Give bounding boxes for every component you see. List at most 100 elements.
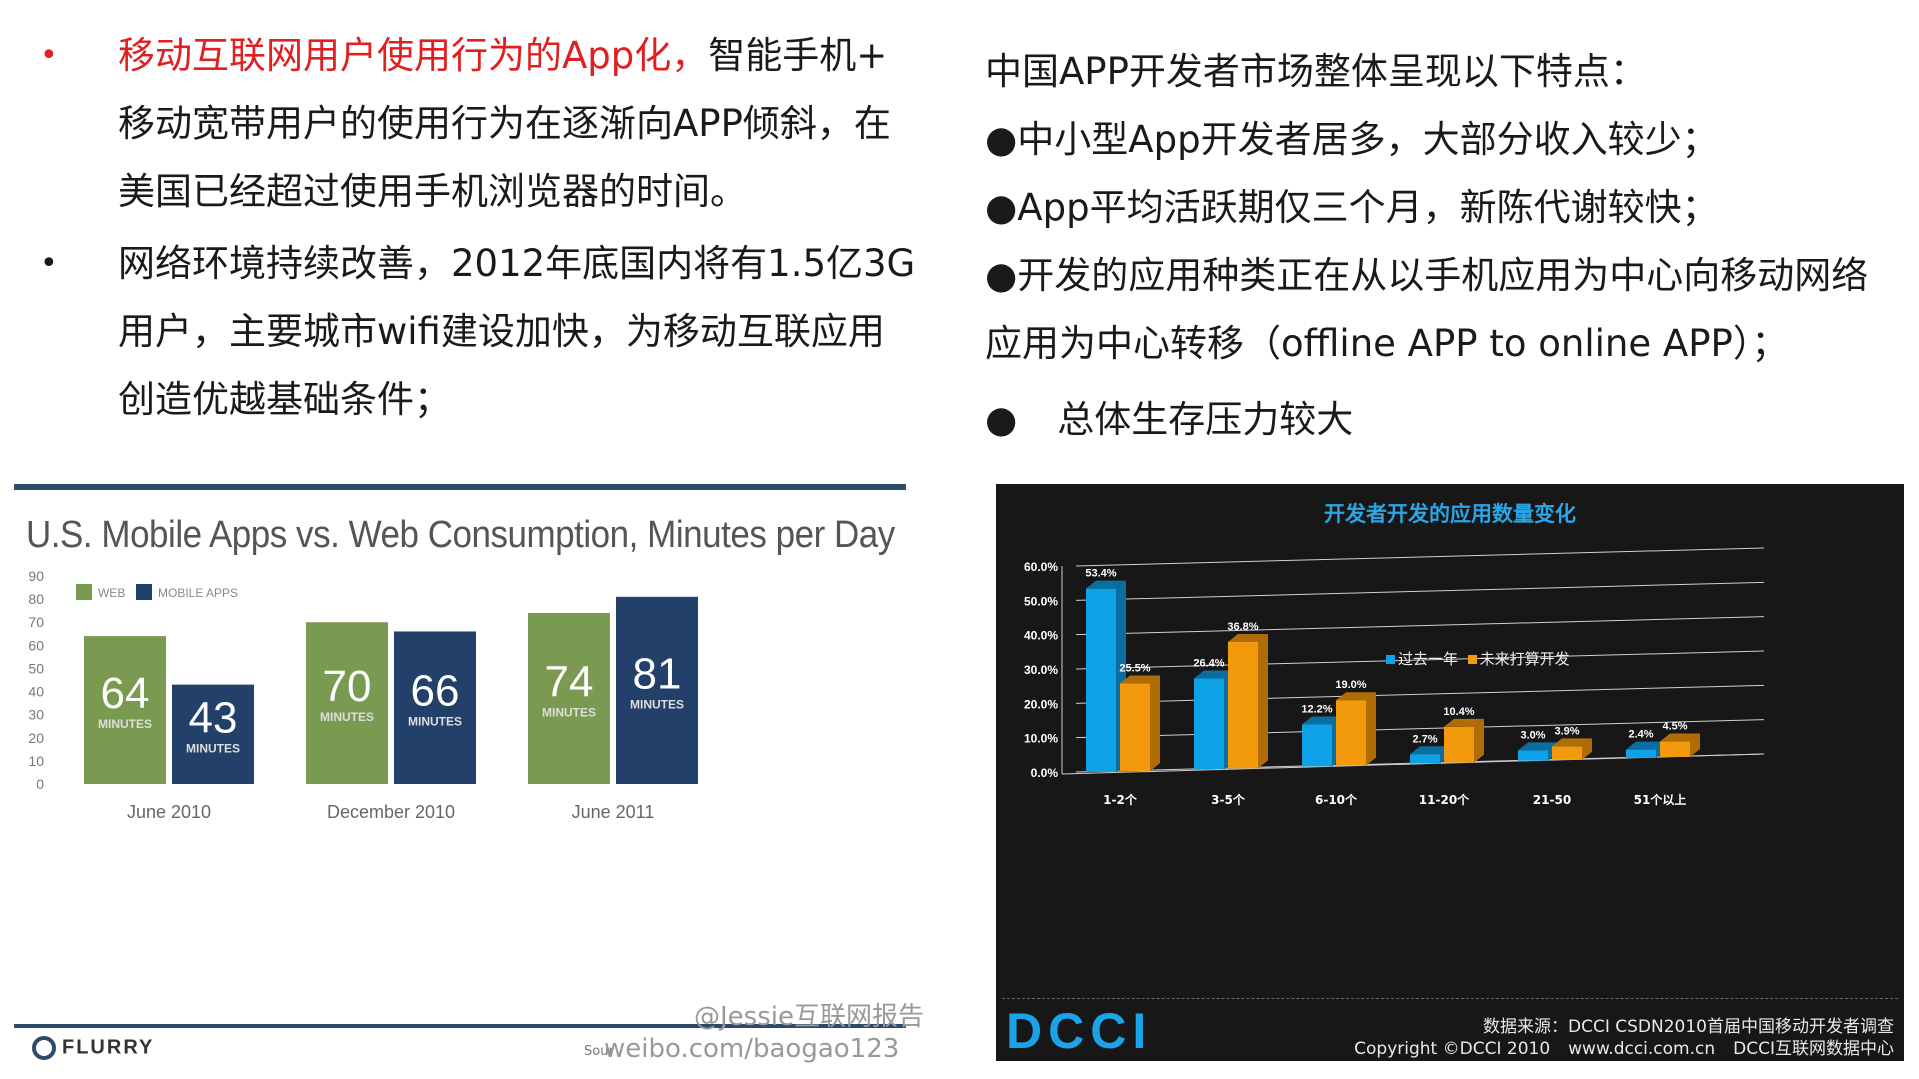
org-text: DCCI互联网数据中心 bbox=[1733, 1039, 1894, 1059]
flurry-logo-text: FLURRY bbox=[62, 1036, 155, 1059]
bar-unit-label: MINUTES bbox=[98, 717, 152, 731]
bullet-line: 网络环境持续改善，2012年底国内将有1.5亿3G bbox=[118, 242, 916, 285]
dcci-logo: DCCI bbox=[1006, 1003, 1153, 1059]
gridline bbox=[1075, 650, 1765, 670]
bar-side bbox=[1582, 738, 1592, 760]
bar-side bbox=[1474, 718, 1484, 763]
bar-value-label: 10.4% bbox=[1443, 706, 1474, 718]
bar-web bbox=[84, 636, 166, 784]
bar-side bbox=[1690, 733, 1700, 757]
y-tick-label: 10 bbox=[28, 753, 44, 769]
gridline bbox=[1075, 547, 1765, 567]
bar-value-label: 2.4% bbox=[1628, 729, 1653, 741]
x-category-label: June 2011 bbox=[572, 802, 655, 822]
chart-legend: 过去一年 未来打算开发 bbox=[1386, 648, 1570, 669]
bar-unit-label: MINUTES bbox=[408, 715, 462, 729]
bar-past-year bbox=[1302, 724, 1332, 767]
bar-side bbox=[1258, 633, 1268, 769]
y-tick-label: 90 bbox=[28, 568, 44, 584]
bullet-item-app-trend: • 移动互联网用户使用行为的App化，智能手机+ 移动宽带用户的使用行为在逐渐向… bbox=[40, 22, 920, 226]
feature-line: 应用为中心转移（offline APP to online APP）； bbox=[985, 322, 1789, 365]
bar-side bbox=[1366, 692, 1376, 766]
bullet-dot: • bbox=[40, 246, 58, 281]
y-tick-label: 10.0% bbox=[1024, 732, 1058, 746]
bar-value-label: 3.0% bbox=[1520, 729, 1545, 741]
bar-unit-label: MINUTES bbox=[186, 741, 240, 755]
feature-text: 总体生存压力较大 bbox=[1057, 398, 1354, 441]
legend-swatch bbox=[1467, 655, 1477, 664]
bar-top bbox=[1660, 733, 1700, 742]
bar-mobile-apps bbox=[172, 684, 254, 784]
bullet-item-network: • 网络环境持续改善，2012年底国内将有1.5亿3G 用户，主要城市wifi建… bbox=[40, 230, 920, 434]
website-text: www.dcci.com.cn bbox=[1568, 1039, 1716, 1059]
gridline bbox=[1075, 616, 1765, 636]
dcci-chart-image: 开发者开发的应用数量变化 0.0% 10.0% 20.0% 30.0% 40.0% 50.… bbox=[996, 484, 1904, 1061]
intro-line: 中国APP开发者市场整体呈现以下特点： bbox=[985, 50, 1647, 93]
bar-side bbox=[1150, 675, 1160, 772]
bar-unit-label: MINUTES bbox=[630, 697, 684, 711]
bullet-line: 移动宽带用户的使用行为在逐渐向APP倾斜，在 bbox=[118, 102, 891, 145]
bar-value-label: 4.5% bbox=[1662, 721, 1687, 733]
flurry-logo: FLURRY bbox=[32, 1036, 154, 1060]
bullet-dot: ● bbox=[985, 398, 1018, 441]
bar-future bbox=[1120, 683, 1150, 772]
x-category-label: 21-50 bbox=[1533, 793, 1571, 807]
bar-past-year bbox=[1518, 750, 1548, 761]
y-tick-label: 0 bbox=[36, 776, 44, 792]
x-category-label: 1-2个 bbox=[1103, 792, 1138, 807]
feature-line: ●开发的应用种类正在从以手机应用为中心向移动网络 bbox=[985, 254, 1869, 297]
x-category-label: 3-5个 bbox=[1211, 792, 1246, 807]
x-category-label: 51个以上 bbox=[1634, 792, 1687, 807]
y-tick-label: 30.0% bbox=[1024, 663, 1058, 677]
bar-top bbox=[1086, 580, 1126, 589]
bar-value-label: 25.5% bbox=[1119, 663, 1150, 675]
bar-value-label: 12.2% bbox=[1301, 703, 1332, 715]
y-tick-label: 40.0% bbox=[1024, 629, 1058, 643]
bullet-line: 美国已经超过使用手机浏览器的时间。 bbox=[118, 170, 747, 213]
left-bullet-list: • 移动互联网用户使用行为的App化，智能手机+ 移动宽带用户的使用行为在逐渐向… bbox=[40, 22, 920, 434]
bar-value-label: 70 bbox=[323, 662, 372, 711]
bar-web bbox=[528, 612, 610, 784]
legend-label: 过去一年 bbox=[1398, 650, 1459, 668]
bar-past-year bbox=[1410, 754, 1440, 764]
bar-top bbox=[1626, 741, 1666, 750]
right-feature-list: 中国APP开发者市场整体呈现以下特点： ●中小型App开发者居多，大部分收入较少… bbox=[985, 38, 1905, 454]
bar-top bbox=[1120, 675, 1160, 684]
legend-swatch bbox=[1386, 655, 1395, 664]
chart-title: 开发者开发的应用数量变化 bbox=[1324, 502, 1576, 526]
bar-future bbox=[1552, 746, 1582, 760]
feature-line: ●中小型App开发者居多，大部分收入较少； bbox=[985, 118, 1719, 161]
bar-top bbox=[1228, 633, 1268, 642]
highlight-text: 移动互联网用户使用行为的App化， bbox=[118, 34, 709, 77]
copyright-line: Copyright ©DCCI 2010 www.dcci.com.cn DCCI互… bbox=[1336, 1034, 1894, 1059]
y-tick-label: 40 bbox=[28, 684, 44, 700]
dcci-chart-svg: 0.0% 10.0% 20.0% 30.0% 40.0% 50.0% 60.0% 53.4% 2… bbox=[1024, 547, 1765, 807]
bar-mobile-apps bbox=[394, 631, 476, 784]
bullet-line: 用户，主要城市wifi建设加快，为移动互联应用 bbox=[118, 310, 885, 353]
watermark-handle: @Jessie互联网报告 bbox=[694, 1002, 924, 1032]
bar-top bbox=[1410, 746, 1450, 755]
source-prefix: Sour bbox=[584, 1044, 614, 1059]
bar-top bbox=[1336, 692, 1376, 701]
bullet-line: 智能手机+ bbox=[708, 34, 888, 77]
bar-future bbox=[1444, 726, 1474, 763]
y-tick-label: 60 bbox=[28, 637, 44, 653]
bar-value-label: 3.9% bbox=[1554, 725, 1579, 737]
bar-past-year bbox=[1194, 678, 1224, 770]
watermark-url: weibo.com/baogao123 bbox=[604, 1034, 900, 1064]
legend-label: WEB bbox=[98, 586, 125, 600]
bar-unit-label: MINUTES bbox=[320, 710, 374, 724]
copyright-text: Copyright ©DCCI 2010 bbox=[1354, 1039, 1551, 1059]
y-tick-label: 30 bbox=[28, 707, 44, 723]
bar-web bbox=[306, 622, 388, 784]
flurry-logo-icon bbox=[32, 1036, 56, 1060]
bar-value-label: 53.4% bbox=[1085, 568, 1116, 580]
y-tick-label: 60.0% bbox=[1024, 560, 1058, 574]
bar-value-label: 81 bbox=[633, 649, 682, 698]
bar-future bbox=[1336, 700, 1366, 766]
gridline bbox=[1075, 719, 1765, 739]
data-source-note: 数据来源：DCCI CSDN2010首届中国移动开发者调查 bbox=[1483, 1017, 1894, 1037]
bar-value-label: 19.0% bbox=[1335, 679, 1366, 691]
gridline bbox=[1075, 684, 1765, 704]
